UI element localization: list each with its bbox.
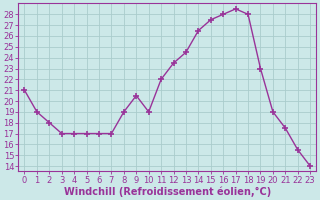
X-axis label: Windchill (Refroidissement éolien,°C): Windchill (Refroidissement éolien,°C)	[64, 186, 271, 197]
